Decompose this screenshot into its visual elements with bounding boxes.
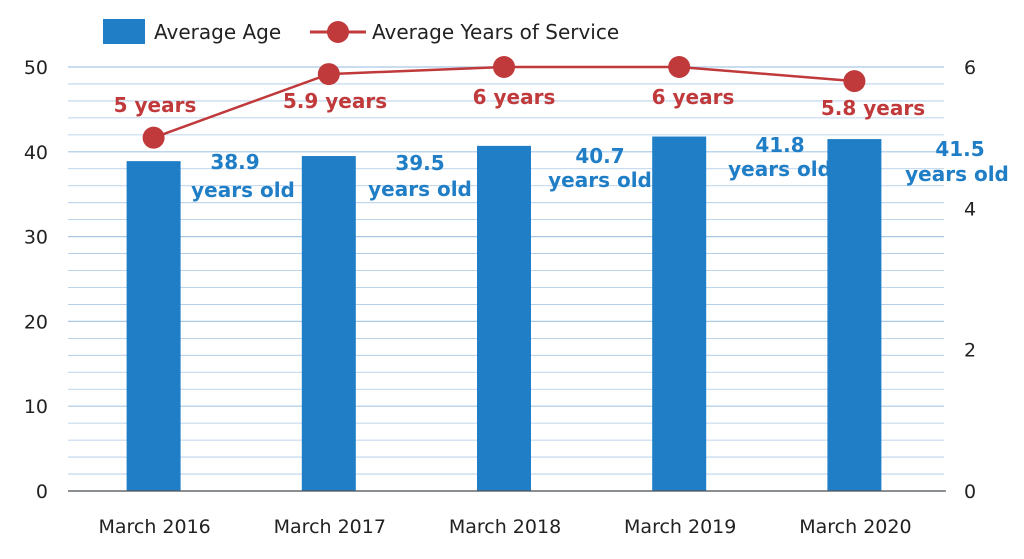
- bar-value-label: 40.7: [575, 144, 624, 168]
- y-left-tick-label: 20: [24, 311, 48, 333]
- bars: [126, 136, 882, 492]
- y-right-tick-label: 0: [964, 481, 976, 503]
- x-tick-label: March 2019: [624, 516, 736, 538]
- service-value-label: 6 years: [473, 85, 556, 109]
- y-right-tick-label: 2: [964, 340, 976, 362]
- bar-average-age: [301, 156, 356, 492]
- legend-marker-service: [327, 21, 349, 43]
- service-value-label: 5 years: [114, 93, 197, 117]
- service-point: [843, 70, 866, 93]
- x-tick-label: March 2016: [98, 516, 210, 538]
- x-tick-label: March 2018: [449, 516, 561, 538]
- bar-unit-label: years old: [368, 177, 472, 201]
- y-left-tick-label: 0: [36, 481, 48, 503]
- bar-unit-label: years old: [191, 178, 295, 202]
- axes: 0 10 20 30 40 50 0 2 4 6 March 2016 March 2017 March…: [24, 57, 976, 538]
- x-tick-label: March 2020: [799, 516, 911, 538]
- service-point: [317, 63, 340, 86]
- y-right-tick-label: 6: [964, 57, 976, 79]
- legend-label-average-age: Average Age: [154, 20, 281, 44]
- bar-value-label: 38.9: [210, 150, 259, 174]
- y-left-tick-label: 50: [24, 57, 48, 79]
- y-left-tick-label: 40: [24, 142, 48, 164]
- service-point: [668, 56, 691, 78]
- service-value-label: 5.8 years: [821, 96, 925, 120]
- y-right-tick-label: 4: [964, 198, 976, 220]
- bar-average-age: [477, 145, 531, 491]
- bar-value-label: 41.8: [755, 133, 804, 157]
- bar-average-age: [652, 136, 707, 491]
- x-tick-label: March 2017: [274, 516, 386, 538]
- service-line: [142, 56, 866, 149]
- service-value-label: 6 years: [652, 85, 735, 109]
- bar-unit-label: years old: [548, 168, 652, 192]
- bar-average-age: [827, 139, 882, 491]
- y-left-tick-label: 30: [24, 227, 48, 249]
- bar-average-age: [126, 161, 181, 492]
- service-point: [493, 56, 515, 78]
- y-left-tick-label: 10: [24, 396, 48, 418]
- legend: Average Age Average Years of Service: [103, 19, 619, 44]
- legend-label-service: Average Years of Service: [372, 20, 619, 44]
- service-value-label: 5.9 years: [283, 89, 387, 113]
- bar-value-label: 41.5: [935, 137, 984, 161]
- bar-value-label: 39.5: [395, 151, 444, 175]
- bar-unit-label: years old: [905, 162, 1009, 186]
- bar-unit-label: years old: [728, 157, 832, 181]
- service-point: [142, 126, 165, 149]
- legend-swatch-average-age: [103, 19, 145, 44]
